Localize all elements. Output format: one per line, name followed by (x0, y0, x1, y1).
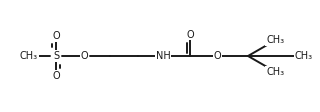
Text: CH₃: CH₃ (266, 67, 284, 77)
Text: CH₃: CH₃ (295, 51, 313, 61)
Text: O: O (52, 71, 60, 81)
Text: O: O (81, 51, 89, 61)
Text: S: S (53, 51, 59, 61)
Text: O: O (214, 51, 221, 61)
Text: NH: NH (156, 51, 171, 61)
Text: O: O (52, 31, 60, 41)
Text: CH₃: CH₃ (266, 35, 284, 45)
Text: CH₃: CH₃ (20, 51, 38, 61)
Text: O: O (187, 30, 194, 40)
